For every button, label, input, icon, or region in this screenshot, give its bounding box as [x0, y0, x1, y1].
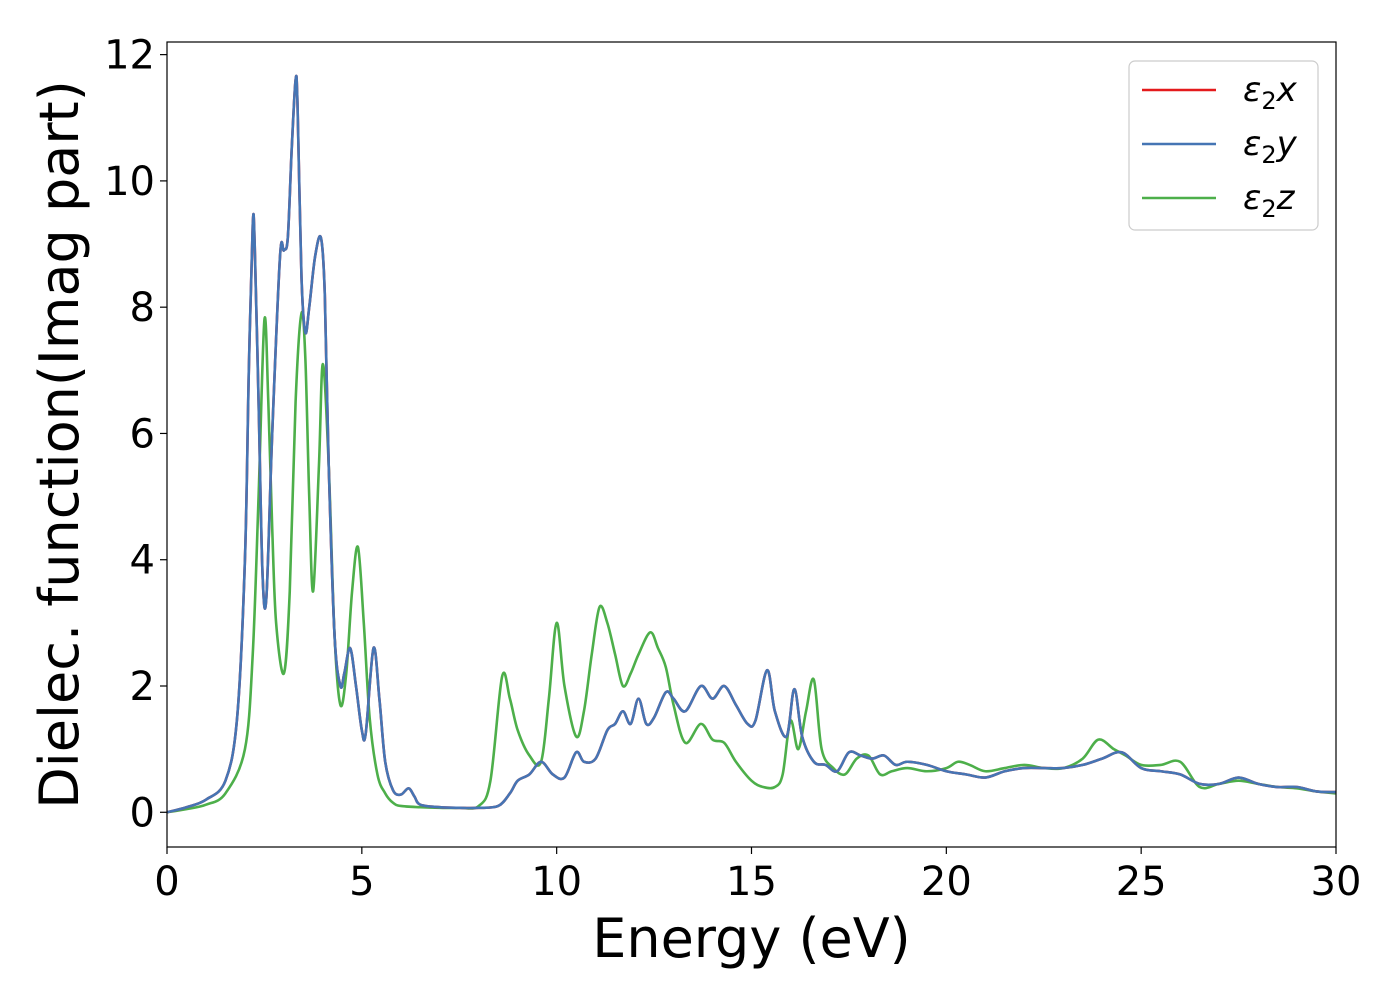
y-tick-label: 4 [130, 538, 155, 584]
y-tick-label: 10 [104, 159, 155, 205]
legend: ε2x ε2y ε2z [1128, 60, 1319, 231]
y-tick-label: 12 [104, 33, 155, 79]
x-tick-label: 0 [154, 859, 179, 905]
y-tick-label: 6 [130, 411, 155, 457]
legend-box [1128, 60, 1319, 231]
y-tick-label: 2 [130, 664, 155, 710]
x-tick-label: 10 [531, 859, 582, 905]
series-line-y [167, 74, 1336, 814]
x-tick-label: 25 [1116, 859, 1167, 905]
x-tick-label: 15 [726, 859, 777, 905]
series-line-z [167, 310, 1336, 814]
x-tick-label: 20 [921, 859, 972, 905]
legend-label-z: ε2z [1243, 178, 1296, 223]
x-tick-label: 30 [1311, 859, 1362, 905]
x-tick-label: 5 [349, 859, 374, 905]
legend-label-x: ε2x [1243, 70, 1298, 115]
y-axis-title: Dielec. function(Imag part) [28, 80, 91, 809]
x-axis-title: Energy (eV) [592, 907, 911, 970]
y-tick-label: 8 [130, 285, 155, 331]
legend-label-y: ε2y [1243, 124, 1298, 169]
y-tick-label: 0 [130, 790, 155, 836]
axis-ticks: 0 5 10 15 20 25 30 0 2 4 6 8 10 12 [104, 33, 1361, 905]
